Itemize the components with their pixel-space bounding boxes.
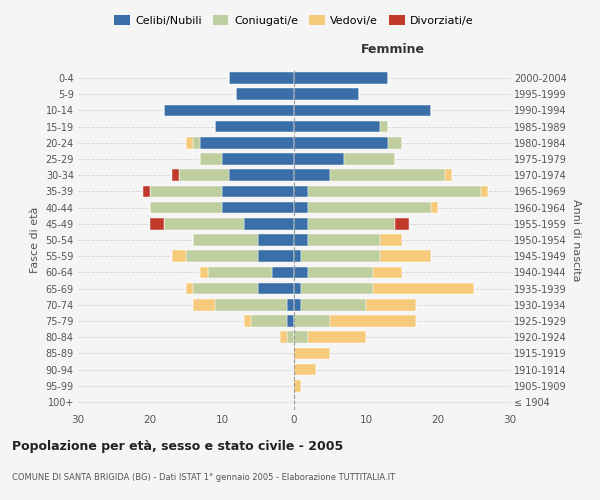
Bar <box>280 332 287 343</box>
Bar <box>258 250 294 262</box>
Bar <box>172 250 186 262</box>
Bar <box>380 121 388 132</box>
Bar <box>258 282 294 294</box>
Bar <box>308 218 395 230</box>
Bar <box>308 202 431 213</box>
Bar <box>222 202 294 213</box>
Bar <box>294 282 301 294</box>
Bar <box>193 282 258 294</box>
Bar <box>272 266 294 278</box>
Bar <box>200 137 294 148</box>
Bar <box>308 332 366 343</box>
Bar <box>481 186 488 198</box>
Bar <box>186 282 193 294</box>
Bar <box>294 170 330 181</box>
Bar <box>143 186 150 198</box>
Bar <box>445 170 452 181</box>
Bar <box>164 104 294 117</box>
Bar <box>193 299 215 310</box>
Text: Popolazione per età, sesso e stato civile - 2005: Popolazione per età, sesso e stato civil… <box>12 440 343 453</box>
Bar <box>294 380 301 392</box>
Bar <box>380 234 402 246</box>
Bar <box>179 170 229 181</box>
Bar <box>215 121 294 132</box>
Bar <box>366 299 416 310</box>
Bar <box>150 186 222 198</box>
Bar <box>395 218 409 230</box>
Bar <box>193 137 200 148</box>
Bar <box>186 250 258 262</box>
Bar <box>164 218 244 230</box>
Bar <box>294 202 308 213</box>
Bar <box>294 250 301 262</box>
Bar <box>294 121 380 132</box>
Bar <box>308 234 380 246</box>
Bar <box>200 266 208 278</box>
Bar <box>200 153 222 165</box>
Bar <box>373 266 402 278</box>
Bar <box>330 315 416 327</box>
Legend: Celibi/Nubili, Coniugati/e, Vedovi/e, Divorziati/e: Celibi/Nubili, Coniugati/e, Vedovi/e, Di… <box>110 10 478 30</box>
Bar <box>244 218 294 230</box>
Bar <box>258 234 294 246</box>
Bar <box>287 315 294 327</box>
Bar <box>229 170 294 181</box>
Bar <box>388 137 402 148</box>
Bar <box>294 104 431 117</box>
Bar <box>294 332 308 343</box>
Bar <box>294 299 301 310</box>
Bar <box>150 202 222 213</box>
Bar <box>236 88 294 100</box>
Bar <box>294 348 330 359</box>
Bar <box>301 282 373 294</box>
Bar <box>244 315 251 327</box>
Y-axis label: Fasce di età: Fasce di età <box>30 207 40 273</box>
Bar <box>150 218 164 230</box>
Bar <box>294 234 308 246</box>
Text: Femmine: Femmine <box>361 44 425 57</box>
Bar <box>186 137 193 148</box>
Bar <box>193 234 258 246</box>
Bar <box>294 266 308 278</box>
Bar <box>301 250 380 262</box>
Bar <box>373 282 474 294</box>
Bar <box>294 137 388 148</box>
Bar <box>215 299 287 310</box>
Bar <box>330 170 445 181</box>
Bar <box>308 186 481 198</box>
Bar <box>294 88 359 100</box>
Bar <box>294 153 344 165</box>
Bar <box>222 186 294 198</box>
Bar <box>294 186 308 198</box>
Bar <box>431 202 438 213</box>
Bar <box>208 266 272 278</box>
Text: COMUNE DI SANTA BRIGIDA (BG) - Dati ISTAT 1° gennaio 2005 - Elaborazione TUTTITA: COMUNE DI SANTA BRIGIDA (BG) - Dati ISTA… <box>12 473 395 482</box>
Bar <box>287 332 294 343</box>
Bar <box>344 153 395 165</box>
Bar <box>222 153 294 165</box>
Bar <box>251 315 287 327</box>
Bar <box>301 299 366 310</box>
Bar <box>294 218 308 230</box>
Bar <box>287 299 294 310</box>
Bar <box>308 266 373 278</box>
Bar <box>380 250 431 262</box>
Y-axis label: Anni di nascita: Anni di nascita <box>571 198 581 281</box>
Bar <box>294 315 330 327</box>
Bar <box>294 72 388 84</box>
Bar <box>294 364 316 376</box>
Bar <box>172 170 179 181</box>
Bar <box>229 72 294 84</box>
